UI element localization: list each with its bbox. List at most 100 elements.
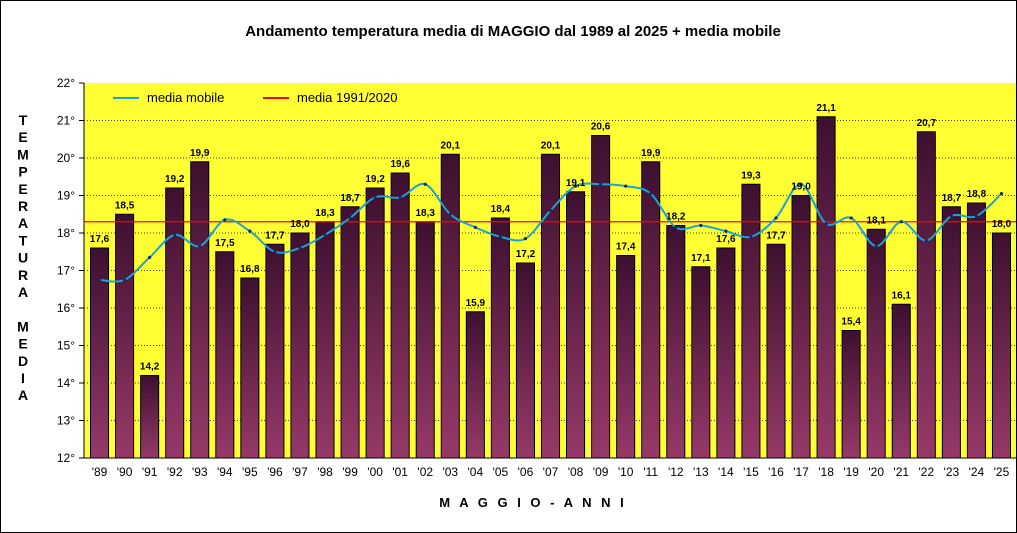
- data-label: 18,3: [415, 208, 435, 219]
- x-tick-label: '22: [918, 465, 934, 479]
- data-label: 21,1: [816, 103, 836, 114]
- y-axis-title-letter: D: [18, 353, 28, 369]
- moving-average-point: [999, 192, 1004, 196]
- y-tick-label: 17°: [57, 264, 75, 278]
- data-label: 18,1: [866, 215, 886, 226]
- data-label: 17,6: [716, 234, 736, 245]
- y-axis-title-letter: R: [18, 198, 28, 214]
- bar: [966, 202, 986, 459]
- x-tick-label: '97: [292, 465, 308, 479]
- bar: [340, 206, 360, 459]
- moving-average-point: [173, 233, 177, 237]
- data-label: 17,1: [691, 253, 711, 264]
- y-axis-title-letter: A: [18, 387, 28, 403]
- data-label: 19,1: [566, 178, 586, 189]
- x-tick-label: '16: [768, 465, 784, 479]
- moving-average-point: [348, 216, 352, 220]
- y-tick-label: 22°: [57, 76, 75, 90]
- bar: [390, 172, 410, 459]
- bar: [190, 161, 210, 459]
- bar: [490, 217, 510, 459]
- data-label: 18,0: [290, 219, 310, 230]
- moving-average-point: [874, 244, 878, 248]
- x-tick-label: '04: [468, 465, 484, 479]
- x-tick-label: '13: [693, 465, 709, 479]
- bar: [515, 262, 535, 459]
- moving-average-point: [949, 214, 953, 218]
- bar: [540, 153, 561, 459]
- moving-average-point: [599, 182, 603, 186]
- x-tick-label: '17: [793, 465, 809, 479]
- y-axis-title-letter: I: [21, 370, 25, 386]
- moving-average-point: [198, 244, 202, 248]
- moving-average-point: [624, 184, 628, 188]
- data-label: 18,7: [942, 193, 962, 204]
- data-label: 18,3: [315, 208, 335, 219]
- moving-average-point: [448, 212, 452, 216]
- data-label: 17,6: [90, 234, 110, 245]
- data-label: 19,6: [390, 159, 410, 170]
- bar: [791, 195, 811, 459]
- x-tick-label: '93: [192, 465, 208, 479]
- bar: [90, 247, 110, 459]
- bar: [691, 266, 711, 459]
- moving-average-point: [649, 192, 653, 196]
- moving-average-point: [749, 235, 753, 239]
- x-tick-label: '06: [518, 465, 534, 479]
- bar: [215, 251, 235, 459]
- bar: [941, 206, 961, 459]
- data-label: 19,3: [741, 170, 761, 181]
- x-tick-label: '18: [818, 465, 834, 479]
- moving-average-point: [323, 233, 327, 237]
- y-axis-title-letter: A: [18, 284, 28, 300]
- moving-average-point: [774, 216, 778, 220]
- chart-title: Andamento temperatura media di MAGGIO da…: [245, 23, 781, 40]
- data-label: 14,2: [140, 362, 160, 373]
- bar: [290, 232, 310, 459]
- x-tick-label: '02: [417, 465, 433, 479]
- x-tick-label: '90: [117, 465, 133, 479]
- moving-average-point: [799, 182, 803, 186]
- moving-average-point: [824, 222, 828, 226]
- moving-average-point: [473, 225, 477, 229]
- y-tick-label: 16°: [57, 301, 75, 315]
- moving-average-point: [573, 184, 578, 188]
- data-label: 18,5: [115, 200, 135, 211]
- x-tick-label: '92: [167, 465, 183, 479]
- data-label: 17,5: [215, 238, 235, 249]
- x-tick-label: '23: [944, 465, 960, 479]
- bar: [591, 135, 611, 459]
- y-tick-label: 19°: [57, 189, 75, 203]
- moving-average-point: [148, 255, 152, 259]
- data-label: 19,0: [791, 182, 811, 193]
- y-axis-title-letter: E: [18, 181, 27, 197]
- moving-average-point: [398, 195, 402, 199]
- bar: [140, 375, 160, 459]
- data-label: 20,6: [591, 122, 611, 133]
- data-label: 19,2: [365, 174, 385, 185]
- data-label: 16,1: [892, 290, 912, 301]
- x-tick-label: '91: [142, 465, 158, 479]
- bar: [641, 161, 661, 459]
- bar: [866, 228, 886, 459]
- bar: [616, 255, 636, 459]
- moving-average-point: [699, 223, 703, 228]
- bar: [891, 303, 911, 459]
- x-tick-label: '01: [392, 465, 408, 479]
- data-label: 20,1: [441, 140, 461, 151]
- y-tick-label: 18°: [57, 226, 75, 240]
- moving-average-point: [373, 195, 377, 199]
- data-label: 15,9: [466, 298, 486, 309]
- bar: [165, 187, 185, 459]
- data-label: 18,2: [666, 212, 686, 223]
- data-label: 18,7: [340, 193, 360, 204]
- legend: media mobile media 1991/2020: [113, 90, 397, 105]
- x-tick-label: '07: [543, 465, 559, 479]
- data-label: 19,9: [190, 148, 210, 159]
- data-label: 17,7: [766, 230, 786, 241]
- data-labels: 17,6 18,5 14,2 19,2 19,9 17,5 16,8 17,7 18,0 18,3…: [90, 103, 1012, 373]
- bar: [666, 225, 686, 459]
- moving-average-point: [248, 229, 252, 233]
